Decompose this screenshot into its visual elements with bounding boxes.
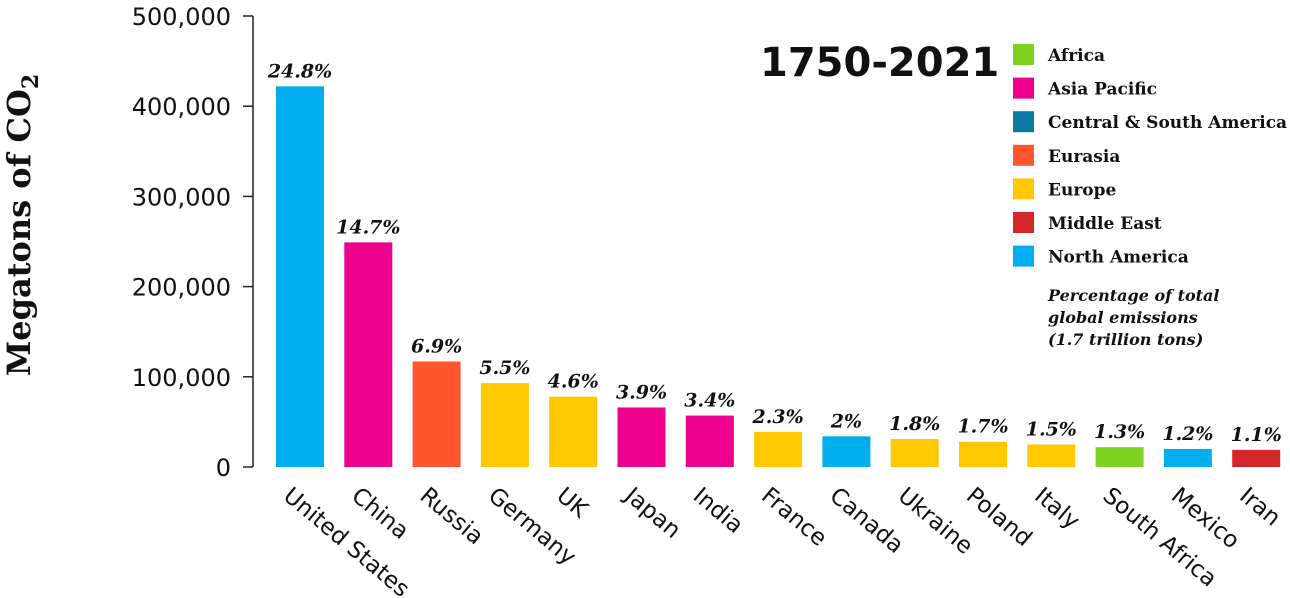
x-tick-label: UK <box>551 483 593 524</box>
legend-swatch <box>1013 144 1034 166</box>
x-tick-label: Japan <box>618 481 685 543</box>
bar-data-label: 1.3% <box>1094 421 1145 443</box>
y-axis-label-main: Megatons of CO <box>0 89 38 376</box>
legend-label: Africa <box>1047 46 1105 66</box>
legend-note: Percentage of total global emissions (1.7 … <box>1047 286 1219 349</box>
y-tick-label: 100,000 <box>132 364 231 392</box>
legend-label: Asia Pacific <box>1047 80 1157 100</box>
bars-group <box>276 86 1281 467</box>
bar <box>276 86 324 467</box>
legend-label: North America <box>1048 248 1189 268</box>
x-tick-label: France <box>756 483 831 552</box>
bar-data-label: 14.7% <box>336 216 400 238</box>
x-tick-label: Iran <box>1234 483 1285 532</box>
y-tick-label: 200,000 <box>132 274 231 302</box>
y-tick-label: 500,000 <box>132 3 231 31</box>
legend-label: Europe <box>1048 180 1116 200</box>
legend-label: Eurasia <box>1048 147 1120 167</box>
bar <box>685 415 734 467</box>
x-tick-label: Russia <box>415 483 488 550</box>
y-tick-label: 400,000 <box>132 93 231 121</box>
bar <box>344 242 393 467</box>
bar <box>1163 448 1212 467</box>
bar-data-label: 1.8% <box>889 413 940 435</box>
bar-data-label: 3.4% <box>684 390 735 412</box>
legend-label: Middle East <box>1048 214 1162 234</box>
legend-swatch <box>1013 178 1034 200</box>
y-tick-label: 0 <box>216 454 231 482</box>
data-labels-group: 24.8% 14.7% 6.9% 5.5% 4.6% 3.9% 3.4% 2.3% 2% 1.8%… <box>267 60 1282 446</box>
bar-data-label: 1.7% <box>957 416 1008 438</box>
bar-data-label: 1.5% <box>1026 418 1077 440</box>
y-axis-label-subscript: 2 <box>18 74 44 89</box>
legend-label: Central & South America <box>1048 113 1287 133</box>
x-tick-label: India <box>688 483 748 539</box>
bar-data-label: 3.9% <box>616 381 667 403</box>
legend-swatch <box>1013 212 1034 233</box>
bar <box>412 361 461 467</box>
bar <box>822 436 871 467</box>
legend-swatch <box>1013 44 1034 65</box>
chart-title: 1750-2021 <box>760 40 999 86</box>
y-axis: 0 100,000 200,000 300,000 400,000 500,000 <box>132 3 254 482</box>
legend-note-line: global emissions <box>1048 308 1198 327</box>
x-tick-label: Ukraine <box>893 483 978 560</box>
bar-data-label: 2.3% <box>752 406 804 428</box>
bar-data-label: 1.2% <box>1162 423 1213 445</box>
bar-data-label: 2% <box>830 410 862 432</box>
legend-swatch <box>1013 77 1034 99</box>
y-tick-label: 300,000 <box>132 183 231 211</box>
legend-swatch <box>1013 245 1034 267</box>
bar <box>1095 447 1144 467</box>
bar <box>890 439 939 467</box>
bar <box>1232 449 1281 467</box>
y-axis-label: Megatons of CO2 <box>0 74 44 376</box>
bar <box>617 407 666 467</box>
bar-data-label: 1.1% <box>1231 424 1282 446</box>
x-tick-label: Italy <box>1029 483 1084 535</box>
legend-note-line: Percentage of total <box>1047 286 1219 305</box>
legend-swatch <box>1013 111 1034 133</box>
bar-data-label: 6.9% <box>411 335 462 357</box>
bar-data-label: 4.6% <box>548 371 599 393</box>
bar <box>959 441 1007 467</box>
bar-data-label: 5.5% <box>479 357 530 379</box>
legend: Africa Asia Pacific Central & South Americ… <box>1013 44 1287 268</box>
bar-data-label: 24.8% <box>267 60 332 82</box>
bar <box>754 431 803 467</box>
legend-note-line: (1.7 trillion tons) <box>1048 330 1203 349</box>
bar <box>1027 444 1076 467</box>
x-tick-label: Canada <box>825 483 909 559</box>
bar <box>549 396 598 467</box>
bar <box>480 383 529 467</box>
